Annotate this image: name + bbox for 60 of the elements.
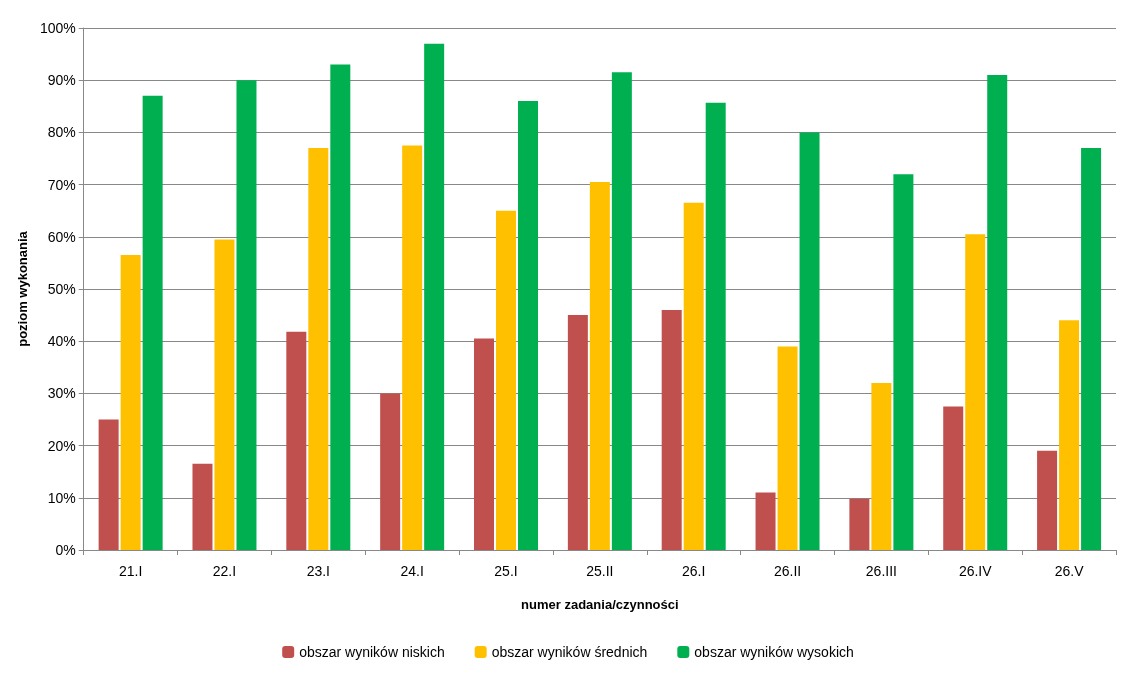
legend-label: obszar wyników średnich xyxy=(491,644,648,660)
y-tick-label: 30% xyxy=(47,385,76,402)
bar xyxy=(777,346,798,550)
bar xyxy=(611,72,632,550)
bar xyxy=(424,43,445,550)
y-tick-label: 90% xyxy=(47,72,76,89)
x-tick-label: 25.II xyxy=(586,563,614,579)
bar xyxy=(683,202,704,550)
x-tick-label: 24.I xyxy=(400,563,424,579)
x-tick-label: 26.V xyxy=(1054,563,1085,579)
bar xyxy=(214,239,235,550)
bar xyxy=(893,174,914,550)
x-tick-label: 25.I xyxy=(494,563,518,579)
bar xyxy=(98,419,119,550)
x-tick-label: 26.II xyxy=(773,563,802,579)
legend-label: obszar wyników niskich xyxy=(299,644,445,660)
bar xyxy=(236,80,257,550)
y-tick-label: 60% xyxy=(47,228,76,245)
bar xyxy=(330,64,351,550)
bar xyxy=(705,102,726,550)
bar xyxy=(987,74,1008,550)
bar xyxy=(799,132,820,550)
x-tick-label: 21.I xyxy=(118,563,143,579)
y-tick-label: 20% xyxy=(47,437,76,454)
bar xyxy=(142,95,163,550)
y-tick-label: 40% xyxy=(47,333,76,350)
bar xyxy=(589,181,610,550)
x-axis-title: numer zadania/czynności xyxy=(521,597,679,612)
y-axis-title: poziom wykonania xyxy=(15,230,30,347)
bar xyxy=(849,498,870,550)
bar xyxy=(661,309,682,550)
y-tick-label: 70% xyxy=(47,176,76,193)
x-tick-label: 26.I xyxy=(682,563,706,579)
y-tick-label: 50% xyxy=(47,281,76,297)
bar xyxy=(965,234,986,550)
bar xyxy=(871,382,892,550)
y-tick-label: 100% xyxy=(39,20,76,36)
bar xyxy=(755,492,776,550)
bar xyxy=(567,315,588,550)
bar xyxy=(518,101,539,550)
bar xyxy=(496,210,517,550)
bar xyxy=(1081,148,1102,550)
bar xyxy=(1037,450,1058,550)
bar xyxy=(192,463,213,550)
bar xyxy=(286,331,307,550)
bar xyxy=(120,255,141,550)
y-tick-label: 10% xyxy=(47,489,76,506)
legend-label: obszar wyników wysokich xyxy=(694,644,854,660)
bar xyxy=(474,338,495,550)
bar xyxy=(308,148,329,550)
x-tick-label: 26.III xyxy=(865,563,897,579)
bar xyxy=(943,406,964,550)
x-tick-label: 22.I xyxy=(212,563,237,579)
y-tick-label: 80% xyxy=(47,124,76,141)
x-tick-label: 26.IV xyxy=(958,563,993,579)
y-tick-label: 0% xyxy=(55,542,76,558)
bar xyxy=(402,145,423,550)
bar xyxy=(1059,320,1080,550)
bar xyxy=(380,393,401,550)
x-tick-label: 23.I xyxy=(306,563,330,579)
